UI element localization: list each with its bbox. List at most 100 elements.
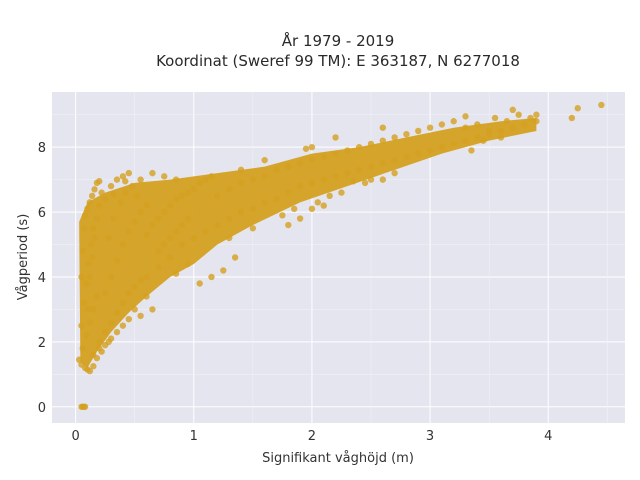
y-tick-label: 8 <box>38 141 46 156</box>
y-tick-label: 2 <box>38 336 46 351</box>
data-point <box>131 218 138 226</box>
data-point <box>137 312 144 320</box>
data-point <box>93 215 101 222</box>
data-point <box>86 199 94 206</box>
data-point <box>113 328 121 336</box>
data-point <box>87 241 95 248</box>
data-point <box>214 192 221 200</box>
y-axis-label: Vågperiod (s) <box>16 214 31 301</box>
data-point <box>314 199 322 206</box>
data-point <box>474 121 481 128</box>
data-point <box>515 111 522 118</box>
data-point <box>208 173 215 180</box>
data-point <box>462 113 469 120</box>
data-point <box>527 114 534 122</box>
data-point <box>509 124 516 131</box>
data-point <box>338 189 345 196</box>
data-point <box>93 293 101 300</box>
data-point <box>86 367 94 375</box>
data-point <box>137 208 144 216</box>
data-point <box>113 257 121 264</box>
data-point <box>79 345 86 352</box>
data-point <box>88 254 96 261</box>
data-point <box>249 176 257 183</box>
x-tick-label: 2 <box>308 429 316 444</box>
data-point <box>367 176 375 183</box>
data-point <box>105 234 112 242</box>
data-point <box>155 215 162 222</box>
data-point <box>101 328 109 336</box>
data-point <box>107 273 115 281</box>
data-point <box>190 234 197 242</box>
data-point <box>379 160 387 167</box>
data-point <box>415 127 422 135</box>
data-point <box>81 212 89 219</box>
data-point <box>122 178 129 185</box>
data-point <box>143 202 150 209</box>
data-point <box>90 363 97 370</box>
data-point <box>161 208 168 216</box>
y-tick-label: 0 <box>38 401 46 416</box>
data-point <box>285 221 292 229</box>
data-point <box>125 289 132 297</box>
data-point <box>261 199 268 206</box>
data-point <box>231 254 239 261</box>
data-point <box>249 225 257 232</box>
data-point <box>355 143 363 151</box>
data-point <box>101 195 109 203</box>
data-point <box>75 356 83 363</box>
data-point <box>166 234 174 242</box>
data-point <box>172 195 180 203</box>
data-point <box>131 283 138 290</box>
chart-title: År 1979 - 2019 <box>282 31 395 50</box>
data-point <box>367 140 375 148</box>
data-point <box>91 186 98 193</box>
data-point <box>237 179 245 187</box>
data-point <box>226 234 233 242</box>
data-point <box>320 153 327 161</box>
data-point <box>91 234 98 242</box>
data-point <box>98 189 105 196</box>
data-point <box>184 189 192 196</box>
data-point <box>119 299 127 307</box>
data-point <box>438 143 446 151</box>
data-point <box>149 306 156 313</box>
data-point <box>462 124 469 131</box>
data-point <box>86 319 94 326</box>
data-point <box>296 160 304 167</box>
data-point <box>379 137 387 144</box>
data-point <box>285 163 292 170</box>
data-point <box>113 309 121 316</box>
y-tick-label: 6 <box>38 206 46 221</box>
data-point <box>273 166 280 174</box>
data-point <box>403 153 410 161</box>
data-point <box>208 273 215 281</box>
data-point <box>320 176 327 183</box>
data-point <box>178 241 186 248</box>
data-point <box>497 134 505 141</box>
data-point <box>261 173 268 180</box>
data-point <box>143 231 150 238</box>
data-point <box>166 254 174 261</box>
chart-subtitle: Koordinat (Sweref 99 TM): E 363187, N 62… <box>156 52 520 70</box>
data-point <box>86 273 94 281</box>
data-point <box>503 118 511 125</box>
data-point <box>85 260 92 268</box>
data-point <box>415 150 422 157</box>
data-point <box>237 208 245 216</box>
data-point <box>480 137 487 144</box>
data-point <box>166 202 174 209</box>
data-point <box>202 228 209 235</box>
tick-labels: 0 1 2 3 4 0 2 4 6 8 <box>38 141 553 444</box>
data-point <box>332 134 339 141</box>
data-point <box>80 299 88 307</box>
data-point <box>125 169 132 177</box>
data-point <box>308 156 316 164</box>
data-point <box>83 332 90 339</box>
x-axis-label: Signifikant våghöjd (m) <box>262 451 414 466</box>
data-point <box>214 221 221 229</box>
data-point <box>285 189 292 196</box>
data-point <box>96 202 103 209</box>
data-point <box>497 127 505 135</box>
